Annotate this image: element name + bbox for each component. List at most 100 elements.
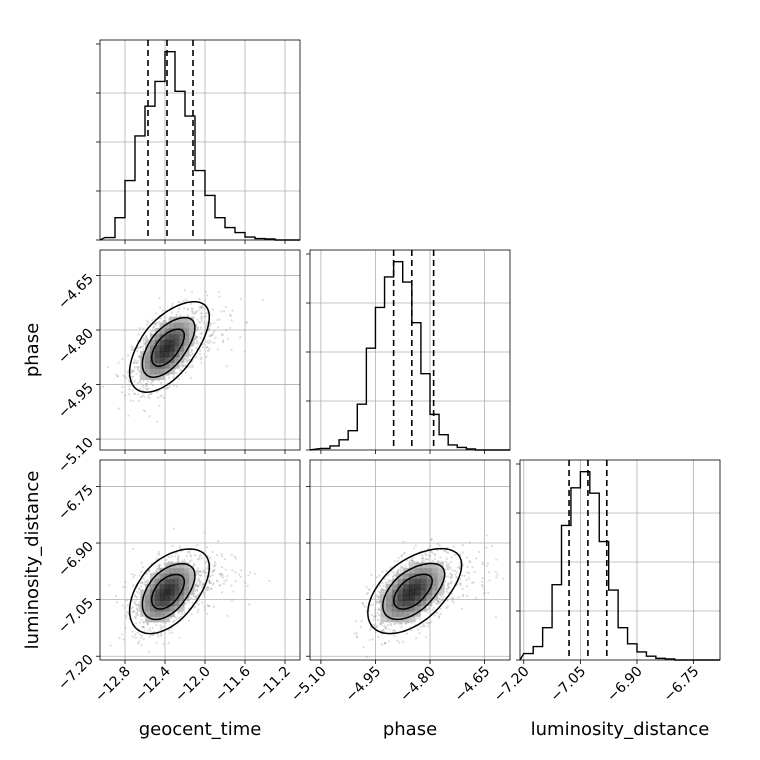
- sample-point: [445, 590, 448, 593]
- sample-point: [175, 385, 178, 388]
- sample-point: [462, 563, 465, 566]
- sample-point: [427, 622, 430, 625]
- sample-point: [132, 547, 135, 550]
- sample-point: [133, 366, 137, 369]
- sample-point: [120, 633, 123, 636]
- sample-point: [435, 611, 439, 614]
- sample-point: [151, 383, 154, 386]
- sample-point: [422, 557, 425, 561]
- sample-point: [177, 300, 180, 303]
- sample-point: [165, 558, 168, 561]
- sample-point: [138, 603, 141, 606]
- sample-point: [118, 637, 121, 640]
- sample-point: [197, 579, 200, 582]
- density-cell: [154, 351, 161, 358]
- x-tick-label: −6.90: [604, 664, 646, 706]
- sample-point: [134, 361, 138, 364]
- sample-point: [138, 601, 141, 604]
- sample-point: [373, 615, 377, 618]
- density-cell: [414, 583, 421, 590]
- sample-point: [193, 554, 197, 557]
- sample-point: [155, 641, 158, 644]
- density-cell: [179, 594, 185, 601]
- sample-point: [132, 369, 136, 372]
- sample-point: [430, 620, 433, 624]
- sample-point: [206, 294, 209, 297]
- sample-point: [368, 588, 371, 591]
- sample-point: [200, 319, 204, 322]
- density-cell: [159, 339, 166, 346]
- sample-point: [192, 562, 195, 565]
- sample-point: [216, 580, 219, 583]
- density-cell: [149, 362, 156, 369]
- sample-point: [417, 628, 420, 631]
- sample-point: [213, 330, 216, 333]
- sample-point: [365, 655, 369, 659]
- density-cell: [169, 316, 175, 323]
- sample-point: [136, 368, 139, 371]
- sample-point: [134, 622, 138, 625]
- sample-point: [145, 572, 148, 575]
- sample-point: [145, 323, 149, 326]
- contour-level-1: [150, 573, 186, 610]
- sample-point: [143, 580, 147, 584]
- sample-point: [147, 321, 150, 324]
- sample-point: [202, 570, 206, 573]
- sample-point: [116, 375, 119, 378]
- density-cell: [386, 605, 393, 612]
- sample-point: [147, 570, 150, 573]
- sample-point: [384, 626, 388, 629]
- density-cell: [164, 339, 170, 346]
- sample-point: [135, 372, 138, 376]
- density-cell: [174, 322, 180, 329]
- sample-point: [378, 614, 381, 617]
- sample-point: [189, 354, 192, 357]
- sample-point: [170, 555, 173, 558]
- sample-point: [439, 556, 442, 559]
- density-cell: [408, 578, 416, 585]
- sample-point: [231, 569, 234, 572]
- sample-point: [133, 610, 136, 613]
- sample-point: [135, 590, 139, 594]
- sample-point: [452, 601, 455, 604]
- sample-point: [430, 537, 433, 541]
- sample-point: [142, 337, 145, 340]
- sample-point: [145, 334, 148, 338]
- sample-point: [245, 321, 248, 324]
- sample-point: [141, 581, 144, 584]
- histogram-geocent-time: [96, 39, 301, 244]
- sample-point: [130, 607, 133, 610]
- sample-point: [368, 638, 371, 642]
- sample-point: [187, 601, 190, 604]
- sample-point: [159, 624, 162, 627]
- sample-point: [139, 582, 142, 585]
- sample-point: [130, 371, 133, 374]
- sample-point: [157, 633, 160, 636]
- sample-point: [441, 598, 445, 601]
- sample-point: [208, 580, 211, 583]
- sample-point: [126, 354, 130, 357]
- sample-point: [140, 585, 143, 588]
- density-cell: [183, 316, 190, 323]
- density-cell: [188, 322, 195, 329]
- sample-point: [133, 359, 137, 362]
- density-cell: [188, 589, 195, 596]
- sample-point: [140, 636, 143, 639]
- sample-point: [208, 325, 212, 328]
- density-cell: [188, 573, 195, 580]
- sample-point: [204, 290, 208, 294]
- sample-point: [199, 332, 202, 335]
- panel-frame: [519, 459, 721, 661]
- sample-point: [186, 550, 189, 554]
- sample-point: [195, 341, 198, 345]
- sample-point: [196, 341, 199, 344]
- sample-point: [114, 373, 118, 376]
- sample-point: [193, 338, 197, 341]
- sample-point: [430, 538, 433, 542]
- sample-point: [149, 382, 153, 385]
- density-cell: [164, 333, 170, 341]
- density-cell: [154, 594, 161, 601]
- sample-point: [199, 326, 203, 329]
- density-cell: [149, 578, 156, 585]
- sample-point: [240, 569, 243, 572]
